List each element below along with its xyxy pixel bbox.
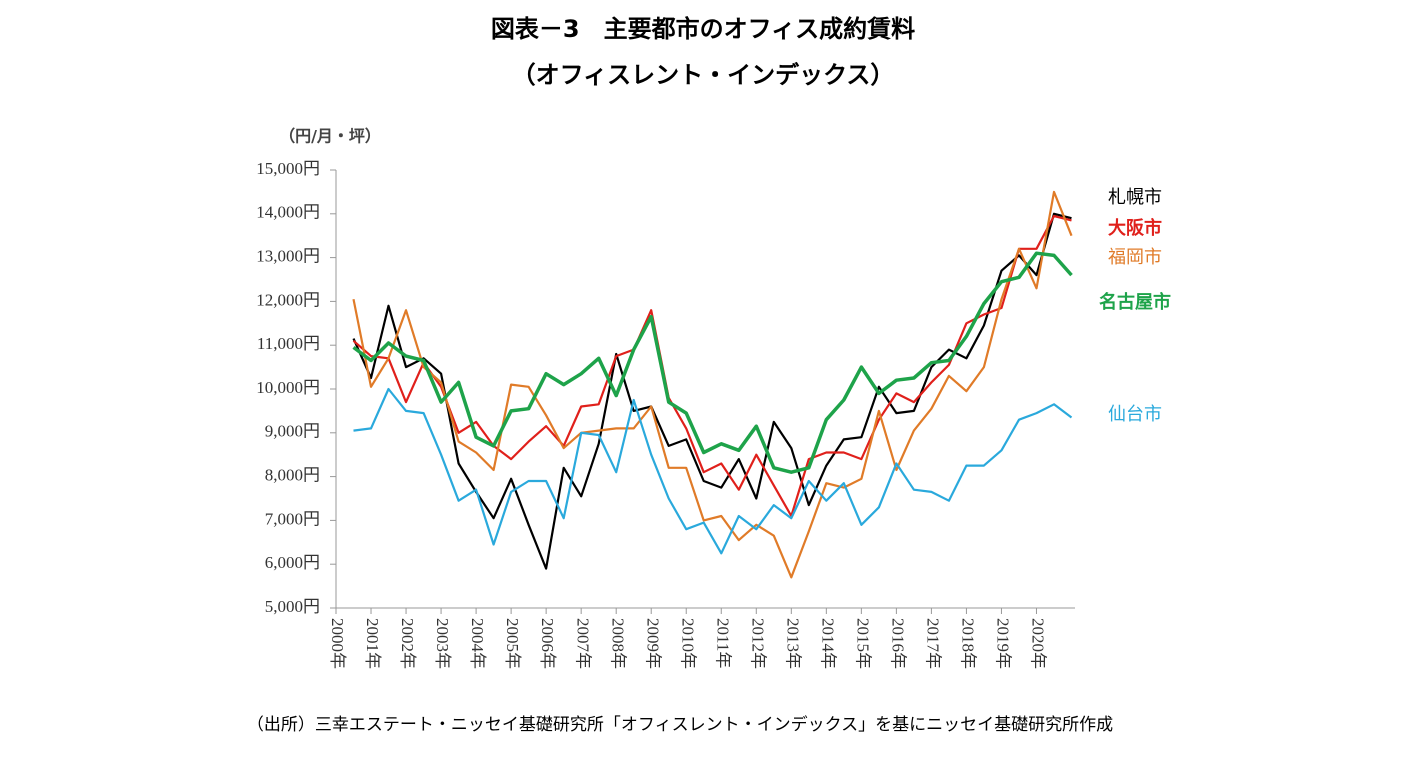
x-tick-label: 2017年 xyxy=(923,618,942,669)
y-tick-label: 13,000円 xyxy=(256,247,320,266)
y-tick-label: 10,000円 xyxy=(256,378,320,397)
x-tick-label: 2002年 xyxy=(398,618,417,669)
series-line xyxy=(352,190,1073,579)
x-tick-label: 2007年 xyxy=(573,618,592,669)
x-tick-label: 2019年 xyxy=(994,618,1013,669)
legend-label: 名古屋市 xyxy=(1099,291,1171,313)
y-tick-label: 11,000円 xyxy=(257,334,320,353)
x-tick-label: 2003年 xyxy=(433,618,452,669)
x-tick-label: 2005年 xyxy=(503,618,522,669)
legend-label: 仙台市 xyxy=(1108,404,1162,425)
x-tick-label: 2001年 xyxy=(363,618,382,669)
x-tick-label: 2004年 xyxy=(468,618,487,669)
x-tick-label: 2016年 xyxy=(888,618,907,669)
chart-subtitle: （オフィスレント・インデックス） xyxy=(512,61,895,89)
x-tick-label: 2009年 xyxy=(643,618,662,669)
y-tick-label: 9,000円 xyxy=(265,422,320,441)
y-tick-label: 8,000円 xyxy=(265,466,320,485)
x-tick-label: 2015年 xyxy=(853,618,872,669)
x-tick-label: 2012年 xyxy=(748,618,767,669)
x-tick-label: 2006年 xyxy=(538,618,557,669)
series-line xyxy=(352,251,1073,474)
y-tick-label: 15,000円 xyxy=(256,159,320,178)
x-tick-label: 2010年 xyxy=(678,618,697,669)
series-line xyxy=(353,387,1073,555)
x-tick-label: 2014年 xyxy=(818,618,837,669)
x-tick-label: 2020年 xyxy=(1029,618,1048,669)
legend-label: 大阪市 xyxy=(1108,217,1162,239)
chart-title: 図表－3 主要都市のオフィス成約賃料 xyxy=(491,15,915,43)
y-tick-label: 7,000円 xyxy=(265,509,320,528)
x-tick-label: 2000年 xyxy=(328,618,347,669)
x-tick-label: 2008年 xyxy=(608,618,627,669)
x-tick-label: 2018年 xyxy=(959,618,978,669)
series-line xyxy=(352,212,1072,570)
x-tick-label: 2011年 xyxy=(713,618,732,668)
legend-label: 札幌市 xyxy=(1108,187,1162,208)
legend-label: 福岡市 xyxy=(1108,247,1162,268)
source-note: （出所）三幸エステート・ニッセイ基礎研究所「オフィスレント・インデックス」を基に… xyxy=(247,714,1113,735)
y-axis-label: （円/月・坪） xyxy=(279,127,381,146)
y-tick-label: 6,000円 xyxy=(265,553,320,572)
y-tick-label: 14,000円 xyxy=(256,203,320,222)
x-tick-label: 2013年 xyxy=(783,618,802,669)
y-tick-label: 5,000円 xyxy=(265,597,320,616)
y-tick-label: 12,000円 xyxy=(256,290,320,309)
